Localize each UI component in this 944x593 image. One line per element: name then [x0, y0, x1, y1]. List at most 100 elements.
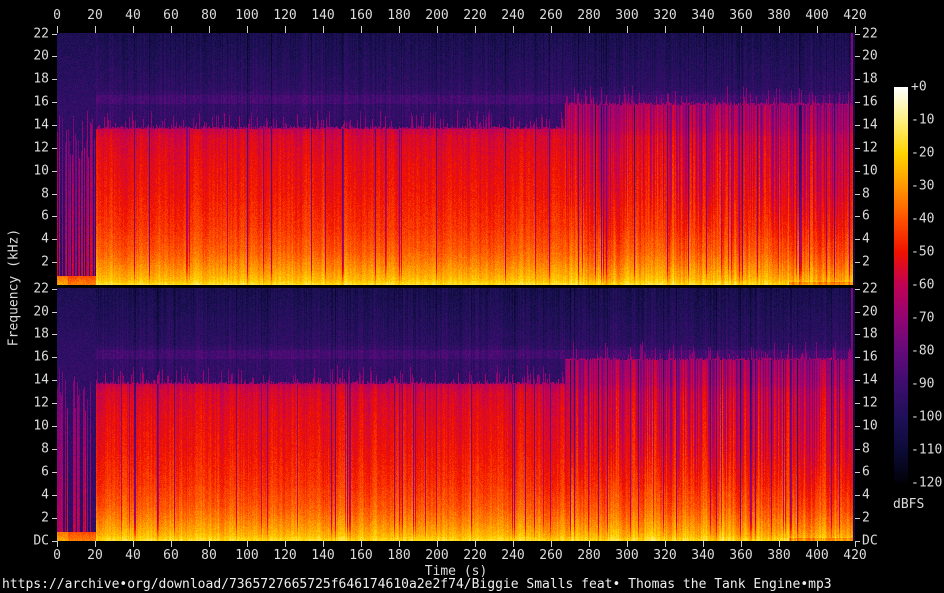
freq-tick-mark-right — [855, 357, 860, 358]
freq-tick-mark-right — [855, 194, 860, 195]
freq-tick-mark-left — [52, 34, 57, 35]
time-tick-label-top: 0 — [53, 8, 61, 23]
time-tick-label-bottom: 360 — [729, 548, 753, 563]
time-tick-label-bottom: 400 — [805, 548, 829, 563]
freq-tick-mark-left — [52, 289, 57, 290]
freq-tick-mark-right — [855, 56, 860, 57]
time-tick-mark-bottom — [475, 541, 476, 547]
time-tick-label-top: 300 — [615, 8, 639, 23]
freq-dc-label-left: DC — [33, 533, 49, 549]
time-tick-mark-top — [95, 26, 96, 33]
freq-tick-label-right: 6 — [862, 464, 870, 480]
time-tick-mark-top — [57, 26, 58, 33]
time-tick-label-bottom: 160 — [349, 548, 373, 563]
time-tick-label-top: 400 — [805, 8, 829, 23]
colorbar-tick-label: -60 — [911, 277, 935, 293]
time-tick-label-top: 280 — [577, 8, 601, 23]
freq-tick-label-left: 6 — [41, 464, 49, 480]
freq-tick-label-right: 18 — [862, 326, 878, 342]
freq-tick-label-right: 6 — [862, 208, 870, 224]
freq-tick-label-right: 16 — [862, 349, 878, 365]
freq-tick-label-right: 2 — [862, 510, 870, 526]
freq-tick-mark-right — [855, 34, 860, 35]
freq-tick-mark-left — [52, 171, 57, 172]
time-tick-label-bottom: 20 — [87, 548, 103, 563]
time-tick-mark-top — [133, 26, 134, 33]
time-tick-label-bottom: 40 — [125, 548, 141, 563]
freq-tick-label-left: 2 — [41, 254, 49, 270]
colorbar-tick-label: +0 — [911, 79, 927, 95]
freq-tick-label-right: 14 — [862, 372, 878, 388]
freq-tick-mark-left — [52, 518, 57, 519]
colorbar-tick-label: -110 — [911, 442, 943, 458]
spectrogram-channel-1 — [57, 33, 855, 285]
freq-tick-mark-right — [855, 148, 860, 149]
time-tick-label-top: 200 — [425, 8, 449, 23]
time-tick-mark-bottom — [741, 541, 742, 547]
freq-tick-label-left: 8 — [41, 186, 49, 202]
time-tick-mark-top — [437, 26, 438, 33]
time-tick-mark-top — [665, 26, 666, 33]
freq-tick-label-right: 18 — [862, 71, 878, 87]
time-tick-label-top: 60 — [163, 8, 179, 23]
freq-tick-label-left: 10 — [33, 163, 49, 179]
time-tick-mark-top — [551, 26, 552, 33]
time-tick-label-bottom: 0 — [53, 548, 61, 563]
time-tick-label-top: 380 — [767, 8, 791, 23]
freq-tick-label-left: 20 — [33, 48, 49, 64]
freq-tick-mark-right — [855, 403, 860, 404]
freq-tick-label-left: 10 — [33, 418, 49, 434]
time-tick-mark-bottom — [855, 541, 856, 547]
freq-tick-label-right: 10 — [862, 163, 878, 179]
freq-tick-mark-left — [52, 449, 57, 450]
time-tick-mark-top — [703, 26, 704, 33]
freq-tick-label-left: 16 — [33, 94, 49, 110]
freq-tick-label-right: 22 — [862, 281, 878, 297]
freq-tick-mark-right — [855, 495, 860, 496]
time-tick-label-top: 360 — [729, 8, 753, 23]
time-tick-mark-top — [475, 26, 476, 33]
time-tick-mark-top — [171, 26, 172, 33]
freq-tick-label-right: 8 — [862, 186, 870, 202]
time-tick-label-bottom: 200 — [425, 548, 449, 563]
freq-tick-label-left: 18 — [33, 326, 49, 342]
freq-tick-mark-left — [52, 357, 57, 358]
freq-tick-mark-left — [52, 262, 57, 263]
freq-tick-label-left: 12 — [33, 140, 49, 156]
time-tick-mark-bottom — [665, 541, 666, 547]
freq-tick-mark-right — [855, 239, 860, 240]
freq-tick-mark-left — [52, 495, 57, 496]
freq-tick-mark-left — [52, 426, 57, 427]
time-tick-mark-top — [817, 26, 818, 33]
time-tick-mark-bottom — [323, 541, 324, 547]
freq-tick-label-left: 14 — [33, 117, 49, 133]
freq-tick-mark-right — [855, 289, 860, 290]
freq-tick-mark-left — [52, 125, 57, 126]
freq-tick-mark-right — [855, 262, 860, 263]
time-tick-mark-bottom — [627, 541, 628, 547]
freq-tick-label-right: 8 — [862, 441, 870, 457]
time-tick-label-top: 160 — [349, 8, 373, 23]
freq-tick-mark-left — [52, 541, 57, 542]
colorbar-tick-label: -90 — [911, 376, 935, 392]
time-tick-mark-top — [323, 26, 324, 33]
colorbar-tick-label: -30 — [911, 178, 935, 194]
freq-tick-label-right: 10 — [862, 418, 878, 434]
freq-tick-mark-right — [855, 334, 860, 335]
time-axis-title: Time (s) — [424, 564, 488, 579]
freq-tick-mark-left — [52, 239, 57, 240]
time-tick-mark-bottom — [779, 541, 780, 547]
time-tick-label-top: 260 — [539, 8, 563, 23]
time-tick-label-top: 40 — [125, 8, 141, 23]
time-tick-label-top: 220 — [463, 8, 487, 23]
time-tick-mark-top — [741, 26, 742, 33]
freq-tick-label-left: 12 — [33, 395, 49, 411]
time-tick-mark-bottom — [133, 541, 134, 547]
freq-tick-label-left: 4 — [41, 487, 49, 503]
time-tick-mark-bottom — [437, 541, 438, 547]
time-tick-mark-bottom — [209, 541, 210, 547]
freq-tick-mark-left — [52, 312, 57, 313]
colorbar-tick-label: -100 — [911, 409, 943, 425]
time-tick-label-bottom: 60 — [163, 548, 179, 563]
